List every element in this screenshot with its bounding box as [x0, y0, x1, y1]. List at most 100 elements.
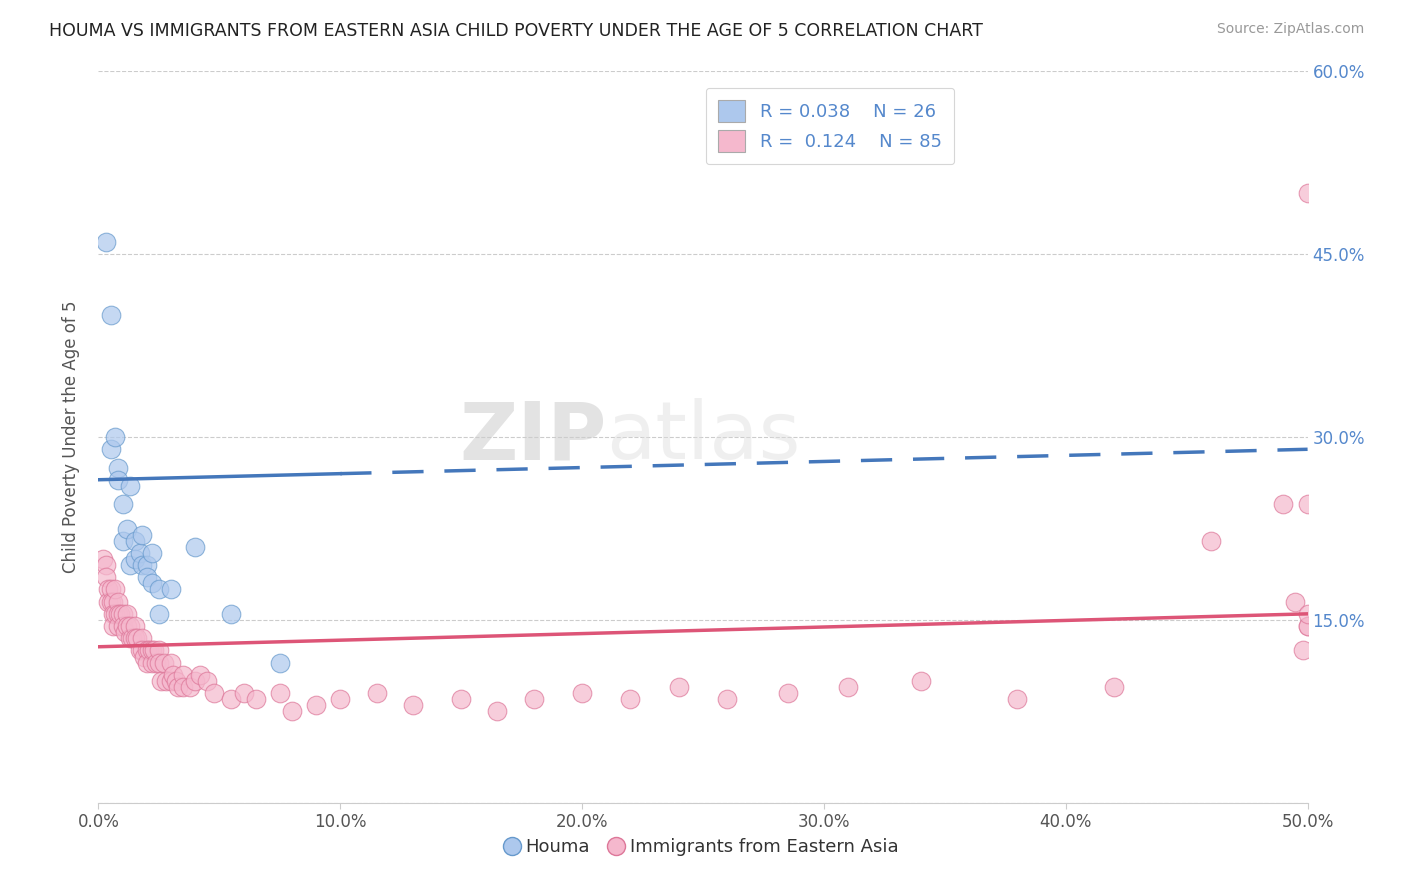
Point [100, 594, 122, 608]
Point [134, 649, 156, 664]
Point [97, 594, 120, 608]
Point [172, 667, 194, 681]
Point [269, 686, 291, 700]
Point [104, 582, 127, 597]
Point [104, 430, 127, 444]
Point [1272, 497, 1295, 511]
Point [1199, 533, 1222, 548]
Point [162, 667, 184, 681]
Point [148, 582, 170, 597]
Point [128, 643, 150, 657]
Point [141, 643, 163, 657]
Point [114, 625, 136, 640]
Point [141, 656, 163, 670]
Point [124, 552, 146, 566]
Point [117, 521, 139, 535]
Point [104, 607, 127, 621]
Point [128, 546, 150, 560]
Point [94, 570, 117, 584]
Point [108, 607, 131, 621]
Point [269, 656, 291, 670]
Point [450, 692, 472, 706]
Point [221, 692, 243, 706]
Point [131, 558, 153, 573]
Point [1296, 607, 1319, 621]
Point [281, 705, 304, 719]
Point [1007, 692, 1029, 706]
Point [184, 540, 207, 554]
Point [172, 680, 194, 694]
Point [131, 632, 153, 646]
Point [131, 527, 153, 541]
Point [101, 619, 124, 633]
Y-axis label: Child Poverty Under the Age of 5: Child Poverty Under the Age of 5 [62, 301, 80, 574]
Point [776, 686, 799, 700]
Point [118, 619, 141, 633]
Point [111, 533, 134, 548]
Point [167, 680, 190, 694]
Point [1292, 643, 1315, 657]
Point [135, 570, 157, 584]
Point [100, 582, 122, 597]
Text: ZIP: ZIP [458, 398, 606, 476]
Text: HOUMA VS IMMIGRANTS FROM EASTERN ASIA CHILD POVERTY UNDER THE AGE OF 5 CORRELATI: HOUMA VS IMMIGRANTS FROM EASTERN ASIA CH… [49, 22, 983, 40]
Point [138, 643, 160, 657]
Point [121, 632, 143, 646]
Point [523, 692, 546, 706]
Point [117, 607, 139, 621]
Point [150, 673, 173, 688]
Text: Source: ZipAtlas.com: Source: ZipAtlas.com [1216, 22, 1364, 37]
Point [107, 607, 129, 621]
Point [118, 632, 141, 646]
Point [837, 680, 859, 694]
Point [305, 698, 328, 713]
Point [107, 594, 129, 608]
Point [135, 643, 157, 657]
Point [486, 705, 509, 719]
Point [100, 308, 122, 322]
Point [1296, 497, 1319, 511]
Point [91, 552, 114, 566]
Point [148, 643, 170, 657]
Point [184, 673, 207, 688]
Point [160, 656, 183, 670]
Point [107, 473, 129, 487]
Point [111, 607, 134, 621]
Point [366, 686, 388, 700]
Point [124, 619, 146, 633]
Point [329, 692, 352, 706]
Point [118, 479, 141, 493]
Point [402, 698, 425, 713]
Point [111, 497, 134, 511]
Point [117, 619, 139, 633]
Point [111, 619, 134, 633]
Point [571, 686, 593, 700]
Point [221, 607, 243, 621]
Point [1296, 186, 1319, 201]
Point [160, 673, 183, 688]
Point [107, 460, 129, 475]
Text: atlas: atlas [606, 398, 800, 476]
Point [131, 643, 153, 657]
Point [1296, 619, 1319, 633]
Point [97, 582, 120, 597]
Point [118, 558, 141, 573]
Point [716, 692, 738, 706]
Point [1102, 680, 1125, 694]
Point [148, 607, 170, 621]
Point [94, 558, 117, 573]
Point [127, 632, 149, 646]
Point [195, 673, 218, 688]
Point [188, 667, 211, 681]
Point [141, 546, 163, 560]
Point [155, 673, 177, 688]
Point [1284, 594, 1306, 608]
Point [100, 442, 122, 457]
Legend: Houma, Immigrants from Eastern Asia: Houma, Immigrants from Eastern Asia [501, 830, 905, 863]
Point [135, 656, 157, 670]
Point [204, 686, 226, 700]
Point [910, 673, 932, 688]
Point [141, 576, 163, 591]
Point [668, 680, 690, 694]
Point [145, 656, 167, 670]
